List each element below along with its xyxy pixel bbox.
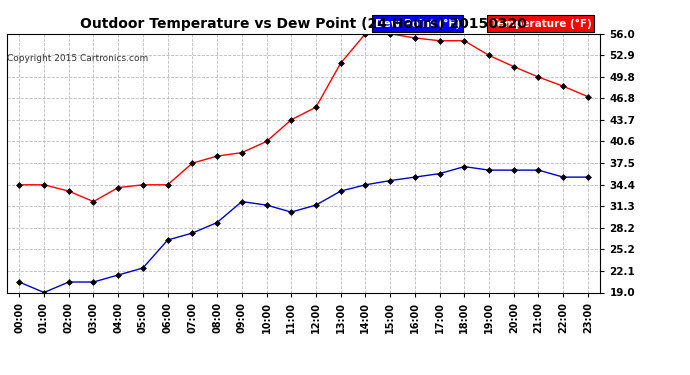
Text: Copyright 2015 Cartronics.com: Copyright 2015 Cartronics.com <box>7 54 148 63</box>
Text: Temperature (°F): Temperature (°F) <box>491 18 591 28</box>
Text: Dew Point (°F): Dew Point (°F) <box>375 18 460 28</box>
Title: Outdoor Temperature vs Dew Point (24 Hours) 20150320: Outdoor Temperature vs Dew Point (24 Hou… <box>80 17 527 31</box>
